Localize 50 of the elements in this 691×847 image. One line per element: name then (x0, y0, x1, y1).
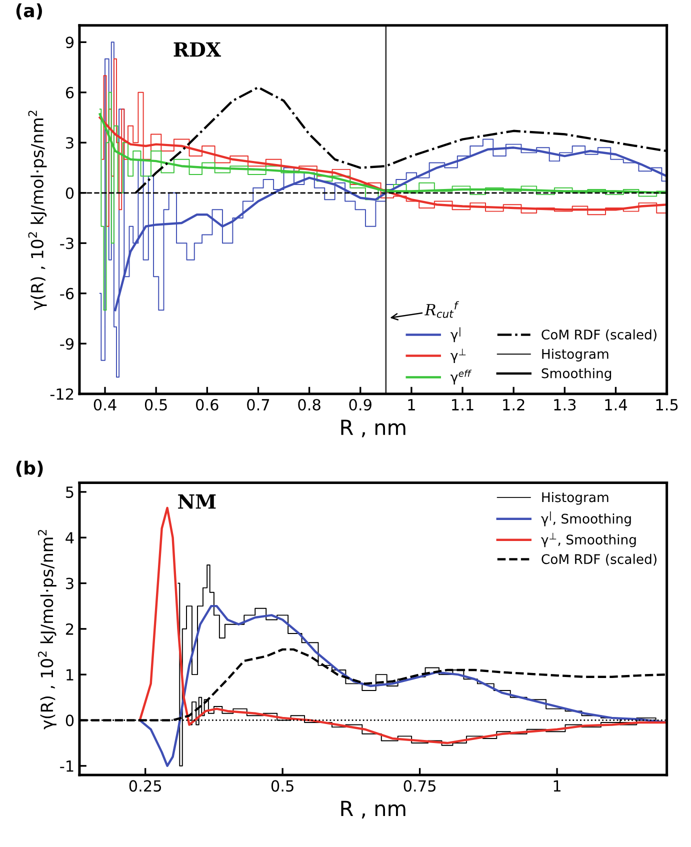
x-tick-label: 0.25 (129, 780, 162, 792)
x-tick-label: 1 (408, 399, 415, 410)
y-axis-title: γ(R) , 10$^{2}$ kJ/mol·ps/nm$^{2}$ (38, 530, 56, 730)
y-axis-title: γ(R) , 10$^{2}$ kJ/mol·ps/nm$^{2}$ (28, 110, 47, 310)
x-tick-label: 1.3 (554, 398, 576, 411)
x-tick-label: 0.8 (298, 398, 320, 411)
y-tick-label: -12 (50, 388, 74, 400)
x-axis-title: R , nm (341, 420, 406, 438)
y-tick-label: 6 (66, 86, 74, 98)
legend-label: CoM RDF (scaled) (542, 554, 656, 566)
y-tick-label: 9 (66, 36, 74, 48)
legend-label: γ$^{⊥}$, Smoothing (541, 532, 636, 548)
y-tick-label: 5 (66, 486, 74, 498)
x-tick-label: 0.4 (94, 398, 116, 411)
x-tick-label: 0.5 (271, 780, 294, 792)
legend-label: Smoothing (542, 368, 612, 381)
legend-label: γ$^{eff}$ (450, 370, 472, 385)
x-tick-label: 1.2 (503, 398, 524, 410)
y-tick-label: 0 (66, 187, 74, 199)
chart-title: (b) (16, 460, 43, 477)
x-tick-label: 1.4 (605, 399, 628, 410)
x-tick-label: 1.1 (452, 399, 474, 410)
x-tick-label: 0.75 (404, 780, 436, 792)
y-tick-label: 0 (66, 714, 74, 726)
y-tick-label: -3 (60, 238, 74, 250)
x-tick-label: 0.7 (247, 398, 270, 411)
y-tick-label: 4 (66, 532, 74, 544)
legend-label: Histogram (542, 348, 608, 362)
annotation: RDX (174, 42, 221, 57)
x-tick-label: 0.6 (196, 398, 218, 411)
y-tick-label: 2 (66, 623, 74, 635)
x-tick-label: 0.5 (144, 398, 167, 411)
y-tick-label: -6 (60, 288, 74, 300)
chart-title: (a) (16, 3, 42, 20)
legend-label: γ$^{|}$ (450, 327, 460, 342)
legend-label: γ$^{⊥}$ (450, 348, 466, 363)
y-tick-label: 3 (66, 137, 74, 149)
x-tick-label: 1.5 (656, 399, 678, 411)
annotation: NM (178, 494, 216, 509)
x-tick-label: 0.9 (349, 398, 372, 411)
x-tick-label: 1 (554, 780, 560, 792)
legend-label: Histogram (542, 492, 608, 505)
y-tick-label: 3 (66, 578, 74, 590)
y-tick-label: 1 (66, 669, 74, 680)
legend-label: γ$^{|}$, Smoothing (541, 511, 631, 526)
x-axis-title: R , nm (341, 800, 406, 818)
legend-label: CoM RDF (scaled) (542, 329, 656, 342)
annotation: R$_{cut}$$^{f}$ (424, 301, 459, 318)
y-tick-label: -1 (60, 760, 74, 772)
y-tick-label: -9 (60, 338, 74, 350)
